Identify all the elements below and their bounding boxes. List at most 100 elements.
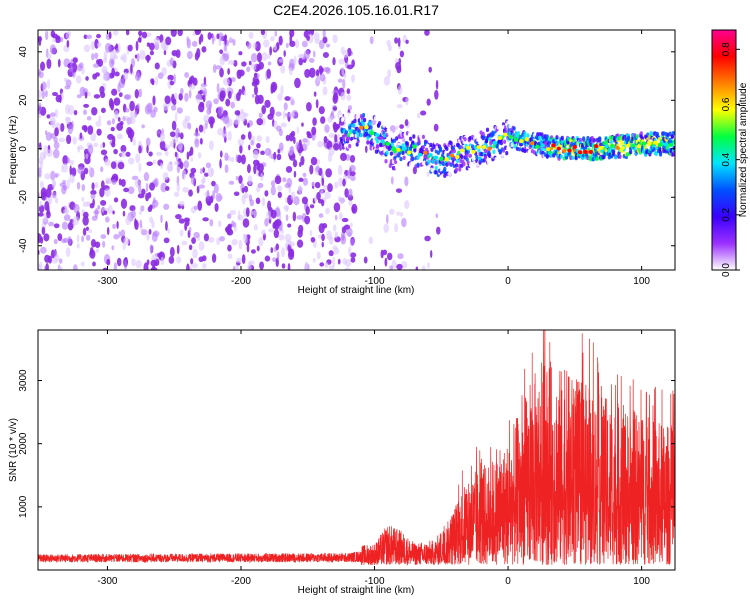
noise-blob	[57, 233, 63, 242]
noise-blob	[202, 263, 207, 269]
signal-mark	[523, 131, 527, 136]
signal-mark	[396, 157, 400, 162]
noise-blob	[342, 178, 346, 187]
noise-blob	[296, 239, 304, 248]
noise-blob	[239, 144, 243, 154]
snr-series-line	[38, 330, 675, 566]
noise-blob	[48, 221, 55, 227]
noise-blob	[280, 247, 286, 258]
signal-mark	[427, 159, 431, 164]
noise-blob	[261, 197, 266, 207]
noise-blob	[247, 131, 252, 140]
noise-blob	[427, 262, 430, 269]
noise-blob	[99, 143, 104, 149]
noise-blob	[120, 144, 127, 153]
noise-blob	[135, 153, 141, 164]
noise-blob	[325, 207, 331, 215]
noise-blob	[93, 94, 101, 99]
signal-mark	[458, 167, 462, 172]
noise-blob	[146, 230, 150, 241]
signal-mark	[420, 166, 424, 172]
noise-blob	[235, 154, 239, 163]
signal-peak	[556, 146, 562, 151]
noise-blob	[270, 85, 274, 94]
noise-blob	[83, 44, 91, 53]
noise-blob	[72, 216, 80, 226]
signal-peak	[449, 153, 455, 158]
noise-blob	[94, 182, 99, 189]
noise-blob	[290, 130, 296, 137]
signal-mark	[564, 155, 569, 160]
noise-blob	[231, 220, 235, 227]
noise-blob	[304, 68, 311, 79]
noise-blob	[266, 68, 272, 79]
noise-blob	[214, 202, 219, 212]
noise-blob	[120, 198, 128, 209]
signal-mark	[499, 140, 503, 146]
noise-blob	[298, 54, 305, 59]
noise-blob	[229, 210, 237, 215]
noise-blob	[50, 170, 56, 181]
noise-blob	[199, 168, 203, 175]
signal-mark	[508, 124, 512, 129]
noise-blob	[332, 224, 337, 232]
noise-blob	[141, 188, 146, 196]
noise-blob	[328, 235, 334, 245]
noise-blob	[304, 261, 308, 270]
noise-blob	[321, 233, 325, 242]
noise-blob	[39, 180, 44, 189]
signal-mark	[411, 156, 415, 162]
signal-mark	[407, 132, 412, 137]
colorbar-gradient	[711, 29, 737, 271]
noise-blob	[125, 151, 131, 157]
noise-blob	[211, 253, 217, 263]
noise-blob	[270, 209, 277, 219]
noise-blob	[309, 204, 315, 209]
noise-blob	[160, 39, 167, 50]
signal-mark	[462, 167, 466, 172]
noise-blob	[310, 156, 318, 166]
signal-mark	[390, 142, 395, 147]
signal-mark	[466, 149, 470, 155]
noise-blob	[226, 213, 232, 219]
noise-blob	[283, 50, 286, 57]
noise-blob	[318, 106, 325, 115]
noise-blob	[306, 101, 312, 112]
noise-blob	[58, 266, 63, 270]
noise-blob	[301, 40, 308, 48]
noise-blob	[38, 204, 45, 214]
noise-blob	[283, 102, 288, 111]
noise-blob	[123, 187, 130, 193]
noise-blob	[293, 55, 297, 66]
noise-blob	[395, 188, 403, 193]
noise-blob	[292, 159, 298, 168]
signal-mark	[512, 126, 516, 131]
noise-blob	[38, 89, 42, 99]
signal-peak	[374, 133, 380, 138]
noise-blob	[234, 110, 241, 116]
noise-blob	[125, 215, 131, 226]
signal-peak	[417, 152, 423, 157]
signal-mark	[452, 148, 456, 154]
noise-blob	[216, 33, 220, 40]
noise-blob	[186, 263, 190, 270]
noise-blob	[69, 165, 72, 176]
noise-blob	[198, 241, 205, 251]
noise-blob	[148, 228, 152, 235]
noise-blob	[65, 117, 71, 125]
signal-mark	[403, 163, 407, 168]
noise-blob	[102, 142, 106, 148]
noise-blob	[285, 134, 290, 142]
noise-blob	[219, 150, 223, 158]
noise-blob	[116, 257, 122, 267]
signal-mark	[429, 142, 433, 148]
noise-blob	[241, 194, 246, 205]
noise-blob	[164, 144, 170, 150]
noise-blob	[53, 238, 58, 245]
noise-blob	[227, 253, 233, 260]
noise-blob	[153, 106, 158, 113]
signal-peak	[663, 142, 668, 147]
noise-blob	[233, 191, 240, 196]
noise-blob	[225, 98, 231, 107]
